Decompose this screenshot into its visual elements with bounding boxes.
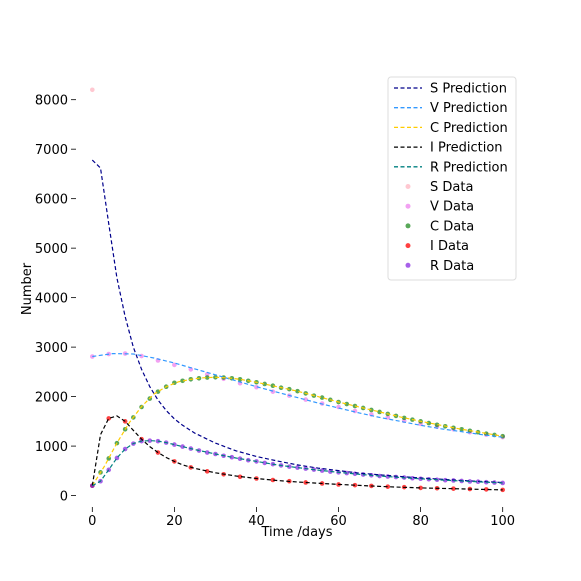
legend-item-s-prediction: S Prediction [394, 82, 507, 97]
legend-item-i-prediction: I Prediction [394, 141, 503, 156]
x-axis-label: Time /days [260, 525, 332, 540]
c-prediction-line [91, 376, 503, 487]
i-data-point [237, 474, 243, 480]
v-data-point [303, 397, 309, 402]
legend-item-c-data: C Data [405, 219, 474, 234]
c-data-point [459, 426, 464, 432]
r-data-point [172, 442, 177, 447]
x-tick-label: 60 [330, 514, 347, 529]
r-data-point [286, 464, 292, 469]
legend-item-c-prediction: C Prediction [394, 121, 508, 136]
legend-label: I Data [430, 239, 469, 254]
c-data-point [237, 376, 243, 382]
y-tick-label: 6000 [35, 193, 68, 208]
y-tick-label: 8000 [35, 94, 68, 109]
c-data-point [204, 375, 210, 380]
i-data-point [483, 487, 489, 492]
c-data-point [434, 422, 440, 428]
legend-item-s-data: S Data [405, 180, 473, 195]
legend-label: V Data [430, 200, 474, 215]
y-tick-label: 2000 [35, 391, 68, 406]
legend-marker-swatch [405, 184, 411, 189]
r-data-point [319, 468, 325, 473]
i-data-point [106, 416, 112, 421]
legend-item-r-prediction: R Prediction [394, 160, 508, 175]
x-tick-label: 100 [490, 514, 515, 529]
r-data-point [229, 454, 235, 460]
legend-label: R Data [430, 259, 474, 274]
v-data-point [139, 353, 144, 359]
legend-label: I Prediction [430, 141, 503, 156]
r-data-point [204, 450, 210, 455]
legend: S Prediction V Prediction C Prediction I Pr… [387, 76, 517, 281]
c-data-point [377, 409, 382, 415]
legend-marker-swatch [405, 223, 411, 229]
legend-label: S Prediction [430, 82, 507, 97]
legend-item-i-data: I Data [405, 239, 469, 254]
c-data-series [90, 375, 505, 488]
y-tick-label: 0 [60, 490, 68, 505]
legend-item-r-data: R Data [405, 259, 474, 274]
axes: 0 20 40 60 80 1000100020003000400050006000700… [35, 94, 515, 529]
x-tick-label: 80 [412, 514, 429, 529]
y-axis-label: Number [20, 262, 35, 315]
x-tick-label: 20 [166, 514, 183, 529]
s-data-point [90, 87, 95, 93]
c-data-point [262, 381, 267, 387]
c-data-point [319, 395, 325, 400]
plot-area [90, 87, 505, 493]
s-prediction-line [91, 159, 503, 484]
r-data-point [295, 465, 300, 470]
r-data-point [147, 438, 153, 443]
legend-item-v-data: V Data [405, 200, 474, 215]
i-data-point [204, 469, 210, 474]
y-tick-label: 5000 [35, 242, 68, 257]
legend-marker-swatch [405, 243, 411, 249]
i-data-point [270, 477, 276, 483]
legend-item-v-prediction: V Prediction [394, 101, 508, 116]
s-data-series [90, 87, 95, 93]
v-prediction-line [92, 352, 503, 438]
y-tick-label: 4000 [35, 292, 68, 307]
i-data-point [385, 484, 391, 489]
legend-label: V Prediction [430, 101, 508, 116]
x-tick-label: 40 [248, 514, 265, 529]
c-data-point [401, 415, 407, 421]
legend-label: S Data [430, 180, 473, 195]
c-data-point [180, 378, 185, 384]
i-data-series [90, 416, 505, 493]
legend-marker-swatch [405, 262, 411, 268]
v-data-point [188, 367, 194, 372]
c-data-point [344, 401, 350, 407]
i-data-point [418, 485, 423, 491]
r-data-point [328, 469, 333, 474]
r-data-point [237, 456, 243, 462]
c-data-point [295, 388, 300, 394]
i-data-point [451, 486, 456, 491]
r-data-point [180, 444, 185, 449]
r-prediction-line [92, 439, 503, 487]
v-data-series [90, 351, 505, 440]
y-tick-label: 7000 [35, 143, 68, 158]
v-data-point [254, 384, 259, 390]
r-data-point [262, 460, 267, 466]
legend-label: C Data [430, 219, 474, 234]
y-tick-label: 1000 [35, 440, 68, 455]
c-data-point [270, 383, 276, 389]
i-prediction-line [91, 415, 503, 491]
y-tick-label: 3000 [35, 341, 68, 356]
legend-marker-swatch [405, 203, 411, 209]
x-tick-label: 0 [88, 514, 96, 529]
c-data-point [426, 420, 432, 426]
legend-label: R Prediction [430, 160, 508, 175]
legend-label: C Prediction [430, 121, 508, 136]
